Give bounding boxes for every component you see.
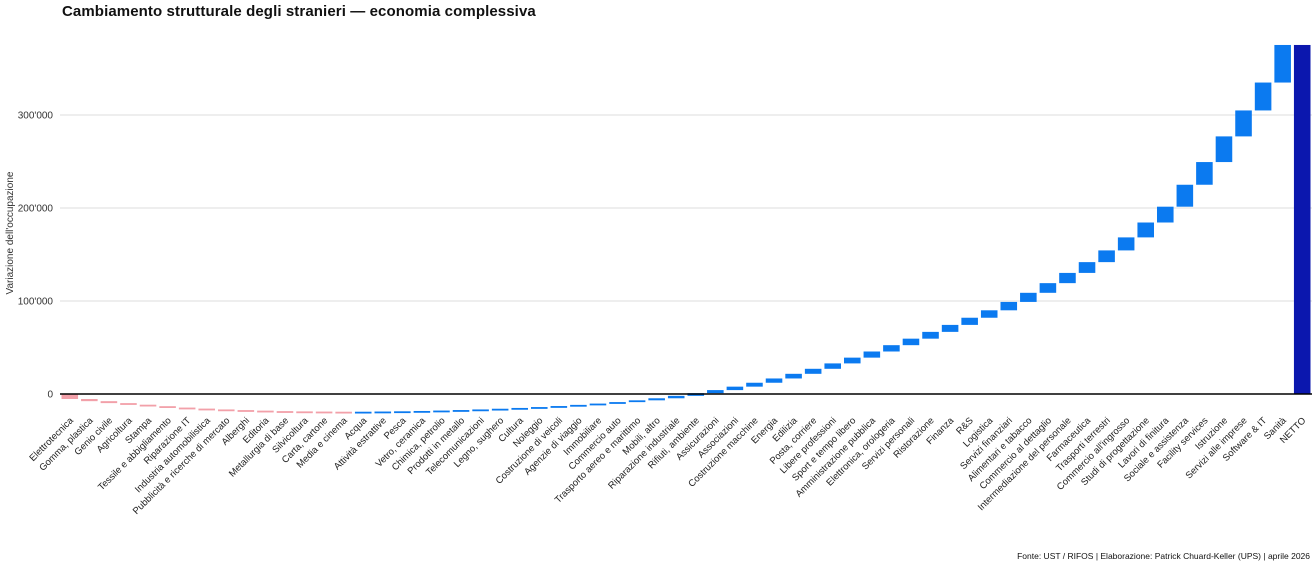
bar-sector — [120, 403, 137, 405]
bar-sector — [628, 400, 646, 403]
bar-sector — [804, 368, 822, 374]
bar-sector — [707, 390, 724, 394]
bar-netto — [1293, 44, 1311, 394]
bar-sector — [746, 382, 763, 387]
bar-sector — [1078, 262, 1096, 273]
bar-sector — [550, 406, 568, 408]
bar-sector — [100, 401, 118, 404]
bar-sector — [883, 345, 900, 352]
bar-sector — [1235, 110, 1252, 137]
bar-sector — [218, 409, 235, 412]
bar-sector — [785, 373, 802, 379]
bar-sector — [1254, 82, 1272, 111]
bar-sector — [511, 407, 528, 410]
chart-title: Cambiamento strutturale degli stranieri … — [62, 3, 536, 20]
bar-sector — [609, 402, 626, 404]
bar-sector — [844, 357, 861, 364]
y-tick-label: 200'000 — [18, 204, 54, 215]
bar-sector — [1039, 283, 1057, 293]
bar-sector — [1157, 206, 1174, 223]
bar-sector — [1274, 44, 1291, 83]
bar-sector — [159, 406, 176, 408]
bar-sector — [276, 411, 294, 413]
bar-sector — [491, 408, 509, 411]
bar-sector — [1059, 272, 1076, 284]
bar-sector — [61, 394, 79, 400]
bar-sector — [335, 411, 352, 414]
bar-sector — [589, 403, 607, 406]
bar-sector — [667, 395, 685, 399]
y-tick-label: 100'000 — [18, 297, 54, 308]
bar-sector — [570, 404, 587, 407]
bar-sector — [81, 399, 98, 402]
bar-sector — [531, 407, 548, 409]
source-note: Fonte: UST / RIFOS | Elaborazione: Patri… — [1017, 551, 1310, 561]
bar-sector — [765, 378, 783, 383]
bar-sector — [1215, 136, 1233, 163]
bar-sector — [902, 338, 920, 346]
bar-sector — [237, 410, 255, 412]
bar-sector — [178, 407, 196, 410]
bar-sector — [648, 398, 665, 401]
y-tick-label: 300'000 — [18, 111, 54, 122]
bar-sector — [961, 317, 978, 325]
bar-sector — [1098, 250, 1115, 263]
bar-sector — [863, 351, 881, 358]
bar-sector — [1117, 237, 1135, 251]
bar-sector — [139, 404, 157, 407]
bar-sector — [922, 331, 939, 339]
bar-sector — [726, 386, 744, 391]
bar-sector — [374, 411, 392, 414]
bar-sector — [472, 409, 489, 412]
bar-sector — [315, 411, 333, 414]
bar-sector — [296, 411, 313, 414]
y-tick-label: 0 — [47, 390, 53, 401]
bar-sector — [941, 324, 959, 332]
bar-sector — [1137, 222, 1154, 238]
bar-sector — [413, 410, 431, 413]
bar-sector — [1196, 162, 1213, 185]
bar-sector — [1020, 292, 1037, 302]
bar-sector — [452, 410, 470, 412]
bar-sector — [257, 410, 274, 413]
bar-sector — [354, 411, 372, 414]
bar-sector — [824, 363, 841, 369]
bar-sector — [1000, 301, 1018, 311]
bar-sector — [980, 310, 998, 318]
y-axis-title: Variazione dell'occupazione — [5, 171, 16, 294]
bar-sector — [433, 410, 450, 413]
bar-sector — [394, 411, 411, 414]
bar-sector — [1176, 184, 1194, 207]
bar-sector — [198, 408, 215, 411]
